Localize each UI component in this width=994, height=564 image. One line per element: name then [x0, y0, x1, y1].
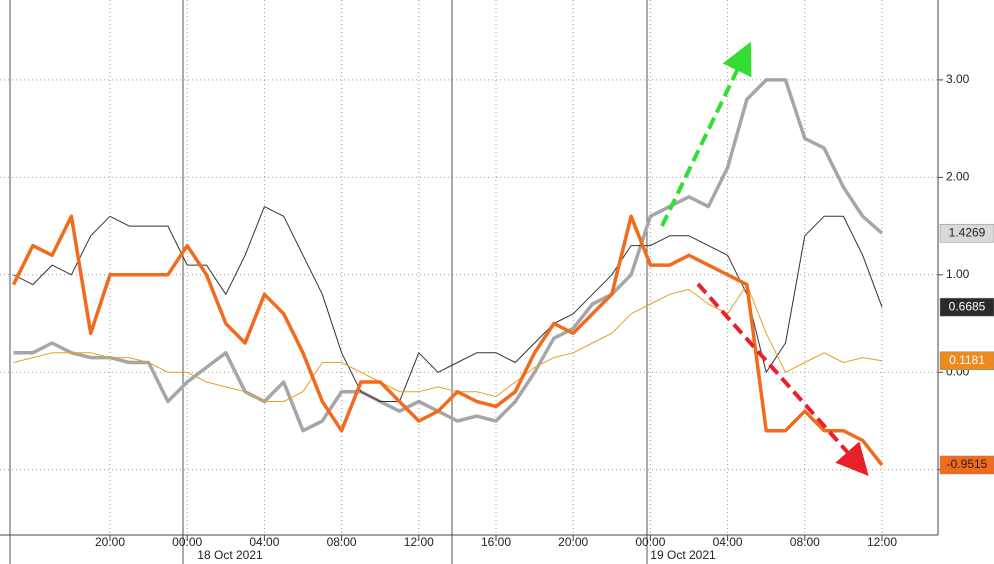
x-tick-label: 00:00 — [172, 535, 202, 549]
x-tick-label: 00:00 — [635, 535, 665, 549]
x-tick-label: 08:00 — [790, 535, 820, 549]
x-tick-label: 20:00 — [558, 535, 588, 549]
value-tag-label: 1.4269 — [949, 225, 986, 239]
y-tick-label: 2.00 — [946, 170, 970, 184]
series-line — [11, 214, 884, 467]
series-line — [13, 78, 884, 433]
value-tag-label: 0.6685 — [949, 299, 986, 313]
date-label: 19 Oct 2021 — [650, 548, 716, 562]
y-tick-label: 3.00 — [946, 72, 970, 86]
value-tag-label: 0.1181 — [949, 353, 985, 367]
series-line — [13, 206, 883, 402]
series-line — [13, 284, 883, 402]
value-tag — [939, 351, 994, 370]
value-tag — [939, 297, 994, 317]
x-tick-label: 12:00 — [867, 535, 897, 549]
x-tick-label: 12:00 — [404, 535, 434, 549]
value-tag-label: -0.9515 — [947, 457, 988, 471]
value-tag — [939, 223, 994, 243]
y-tick-label: 1.00 — [946, 267, 970, 281]
down-arrow — [696, 282, 869, 476]
up-arrow — [660, 41, 752, 227]
value-tag — [939, 455, 994, 475]
x-tick-label: 20:00 — [95, 535, 125, 549]
x-tick-label: 04:00 — [713, 535, 743, 549]
x-tick-label: 04:00 — [249, 535, 279, 549]
x-tick-label: 16:00 — [481, 535, 511, 549]
x-tick-label: 08:00 — [327, 535, 357, 549]
date-label: 18 Oct 2021 — [197, 548, 263, 562]
